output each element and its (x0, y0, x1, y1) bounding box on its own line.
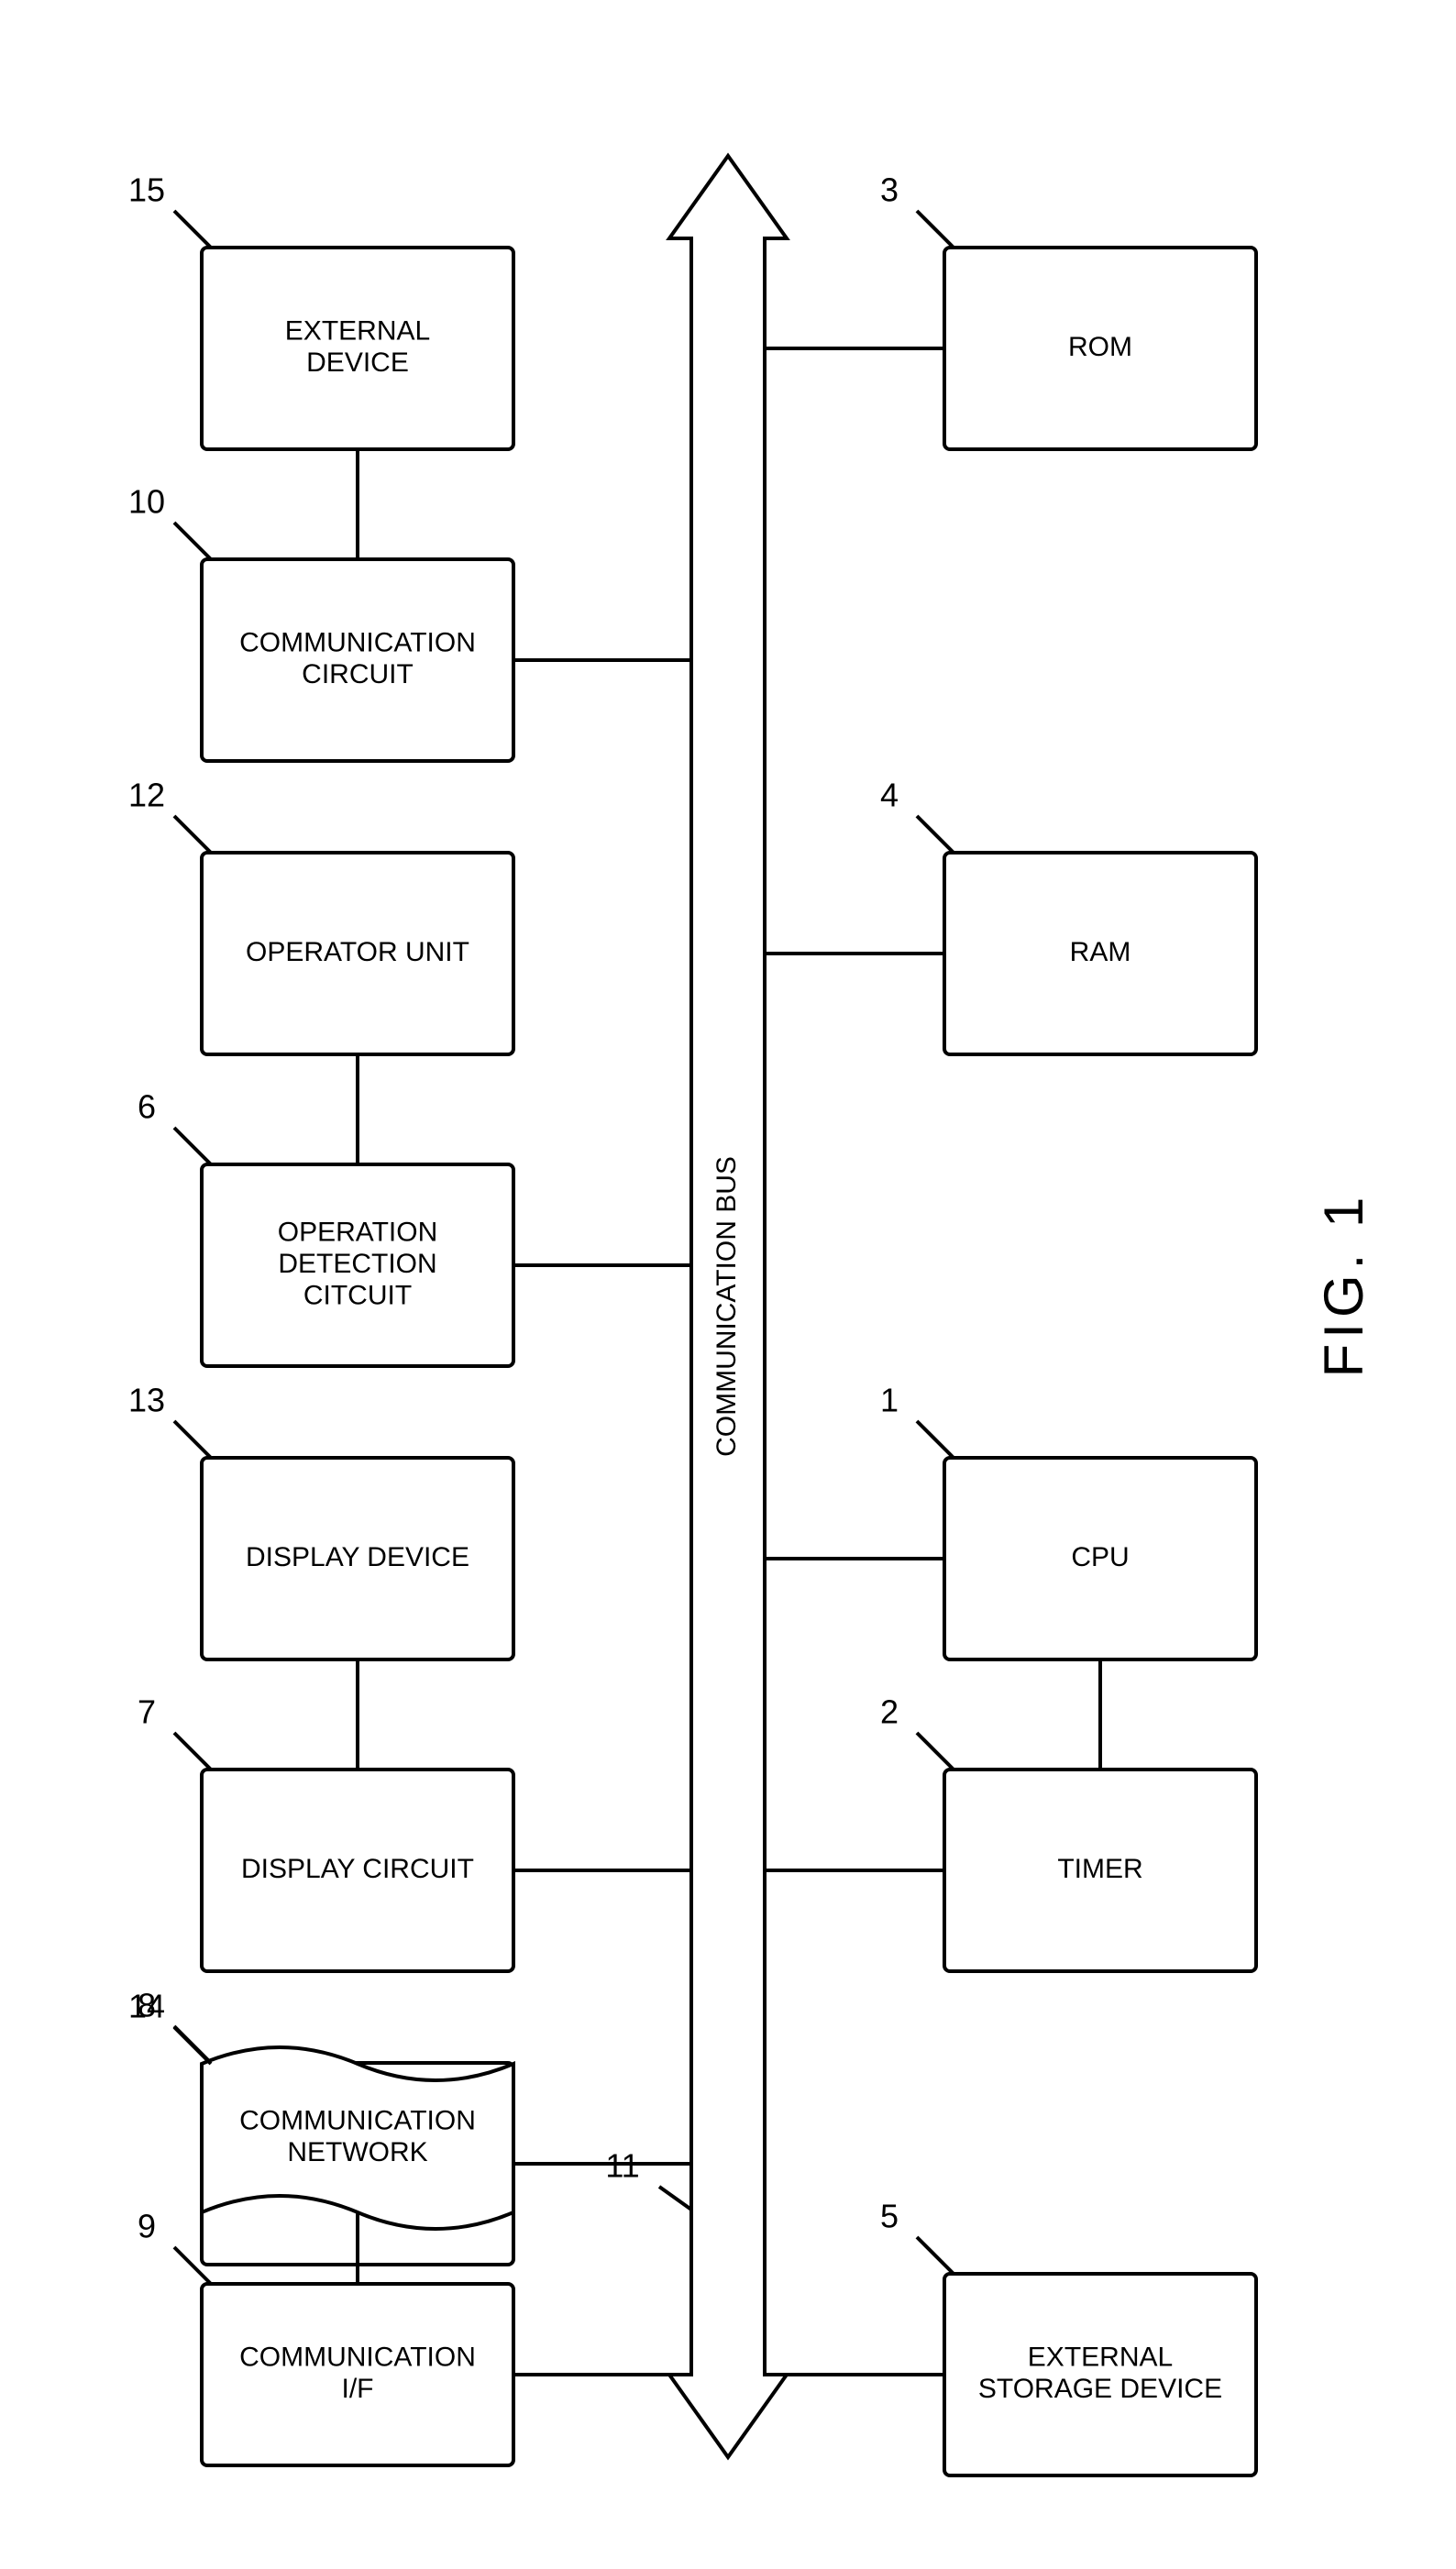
figure-svg: COMMUNICATION BUS11EXTERNALDEVICE15COMMU… (0, 0, 1456, 2569)
svg-text:STORAGE DEVICE: STORAGE DEVICE (978, 2374, 1222, 2404)
svg-text:9: 9 (138, 2208, 156, 2245)
figure-caption: FIG. 1 (1313, 1192, 1374, 1378)
svg-text:COMMUNICATION: COMMUNICATION (239, 2106, 476, 2136)
svg-text:4: 4 (880, 777, 899, 814)
svg-text:1: 1 (880, 1382, 899, 1419)
svg-text:7: 7 (138, 1693, 156, 1731)
svg-text:11: 11 (605, 2147, 639, 2185)
svg-text:RAM: RAM (1070, 937, 1131, 967)
svg-text:5: 5 (880, 2198, 899, 2235)
svg-text:DETECTION: DETECTION (278, 1249, 436, 1279)
svg-text:COMMUNICATION: COMMUNICATION (239, 628, 476, 658)
svg-text:3: 3 (880, 171, 899, 209)
svg-text:COMMUNICATION: COMMUNICATION (239, 2343, 476, 2373)
svg-text:I/F: I/F (342, 2374, 374, 2404)
svg-text:COMMUNICATION BUS: COMMUNICATION BUS (711, 1156, 742, 1457)
svg-text:ROM: ROM (1068, 332, 1132, 362)
svg-text:NETWORK: NETWORK (287, 2137, 427, 2167)
svg-text:15: 15 (128, 171, 165, 209)
svg-text:2: 2 (880, 1693, 899, 1731)
svg-text:CITCUIT: CITCUIT (303, 1280, 412, 1310)
svg-text:DISPLAY DEVICE: DISPLAY DEVICE (246, 1542, 469, 1572)
svg-text:TIMER: TIMER (1057, 1854, 1142, 1884)
svg-text:12: 12 (128, 777, 165, 814)
svg-text:EXTERNAL: EXTERNAL (1028, 2343, 1173, 2373)
svg-text:EXTERNAL: EXTERNAL (285, 316, 430, 347)
svg-text:DEVICE: DEVICE (306, 347, 409, 378)
svg-text:CPU: CPU (1071, 1542, 1129, 1572)
svg-text:CIRCUIT: CIRCUIT (302, 659, 414, 689)
svg-text:14: 14 (128, 1988, 165, 2025)
svg-text:13: 13 (128, 1382, 165, 1419)
svg-text:DISPLAY CIRCUIT: DISPLAY CIRCUIT (241, 1854, 474, 1884)
svg-text:OPERATION: OPERATION (278, 1217, 437, 1247)
svg-text:6: 6 (138, 1088, 156, 1126)
svg-text:10: 10 (128, 483, 165, 521)
svg-text:OPERATOR UNIT: OPERATOR UNIT (246, 937, 469, 967)
